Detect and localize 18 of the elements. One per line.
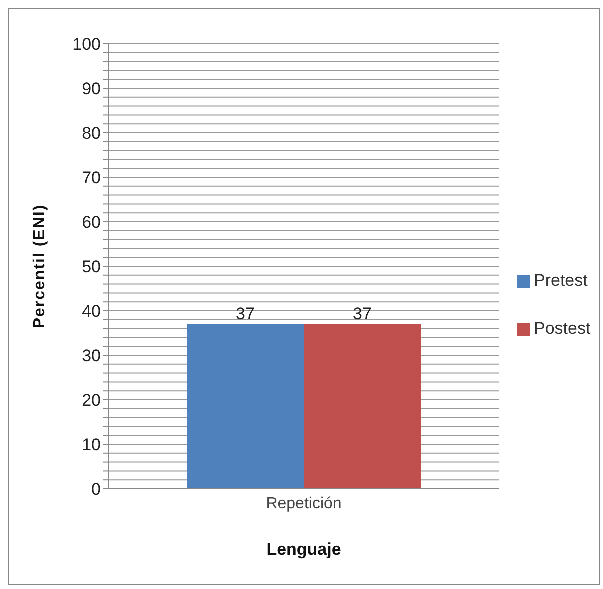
y-tick-label: 70 xyxy=(82,168,101,188)
y-tick-label: 80 xyxy=(82,124,101,144)
data-label: 37 xyxy=(236,304,255,324)
y-tick-label: 90 xyxy=(82,80,101,99)
legend-label: Pretest xyxy=(534,271,588,291)
y-tick-label: 60 xyxy=(82,213,101,232)
x-axis-title: Lenguaje xyxy=(266,540,342,559)
y-tick-label: 100 xyxy=(72,35,101,54)
y-axis-title: Percentil (ENI) xyxy=(32,204,49,329)
y-tick-label: 20 xyxy=(82,391,101,410)
data-label: 37 xyxy=(353,304,372,324)
y-tick-label: 30 xyxy=(82,346,101,366)
y-tick-label: 0 xyxy=(92,480,101,500)
x-tick-label: Repetición xyxy=(266,495,342,512)
y-tick-label: 10 xyxy=(82,436,101,455)
y-tick-label: 50 xyxy=(82,258,101,277)
y-tick-label: 40 xyxy=(82,302,101,322)
legend-label: Postest xyxy=(534,319,591,339)
